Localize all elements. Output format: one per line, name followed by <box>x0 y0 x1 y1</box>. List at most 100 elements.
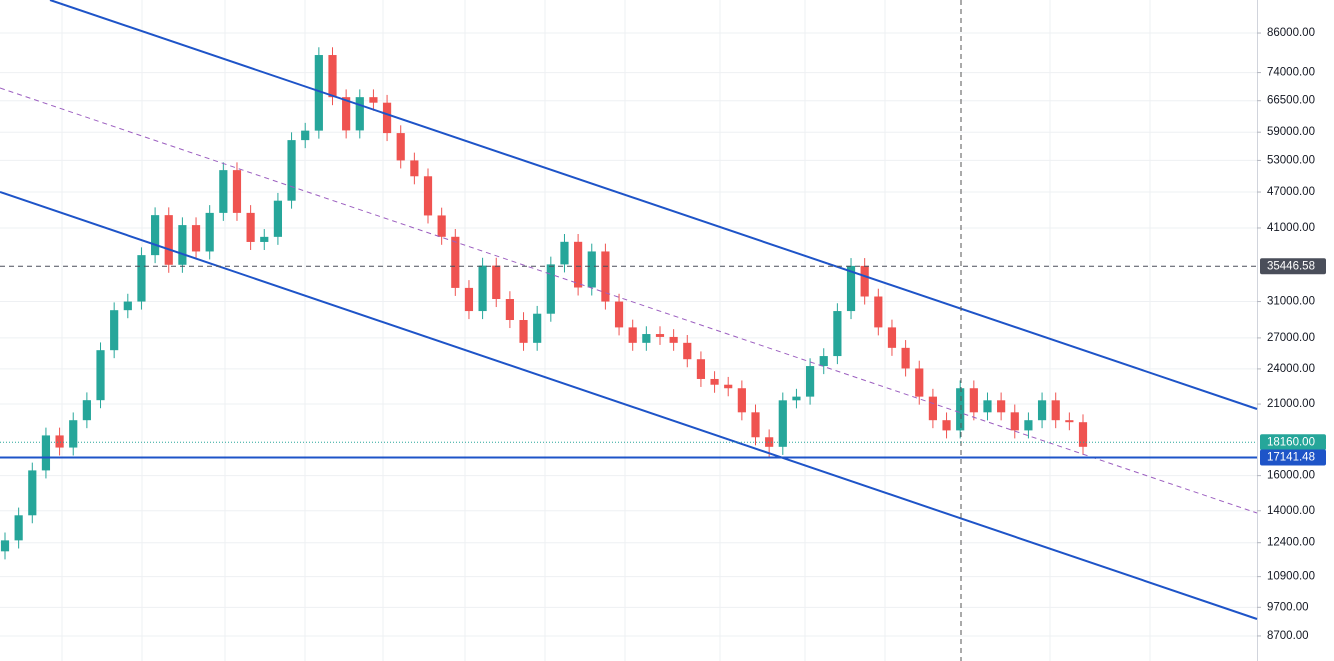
candle-body <box>301 130 310 141</box>
candle-body <box>628 327 637 343</box>
trend-line <box>49 0 1258 410</box>
candle-body <box>55 435 64 448</box>
candle-body <box>246 212 255 242</box>
candle-body <box>833 311 842 357</box>
y-tick-label: 21000.00 <box>1267 398 1315 410</box>
candle-body <box>28 470 37 516</box>
candle-body <box>0 540 10 552</box>
y-tick-label: 14000.00 <box>1267 505 1315 517</box>
candle-body <box>96 350 105 401</box>
candle-body <box>69 420 78 448</box>
y-tick-label: 16000.00 <box>1267 470 1315 482</box>
candle-body <box>737 388 746 413</box>
candle-body <box>874 296 883 328</box>
candle-body <box>137 255 146 302</box>
candle-body <box>765 437 774 447</box>
candle-body <box>1010 412 1019 431</box>
candle-body <box>614 301 624 328</box>
candle-body <box>846 265 856 312</box>
y-tick-label: 24000.00 <box>1267 363 1315 375</box>
candle-body <box>928 396 937 421</box>
candle-body <box>860 265 869 297</box>
candle-body <box>410 160 419 177</box>
candle-body <box>328 55 337 98</box>
candle-body <box>396 133 405 161</box>
candle-body <box>601 251 610 302</box>
y-tick-label: 59000.00 <box>1267 126 1315 138</box>
y-tick-label: 10900.00 <box>1267 571 1315 583</box>
candle-body <box>655 334 665 337</box>
candle-body <box>819 356 828 367</box>
candle-body <box>533 313 542 343</box>
candle-body <box>478 265 487 312</box>
candle-body <box>560 241 569 265</box>
candle-body <box>492 265 501 300</box>
candle-body <box>205 212 214 252</box>
candle-body <box>191 225 201 252</box>
candle-body <box>969 388 978 413</box>
candle-body <box>369 97 378 103</box>
candle-body <box>164 215 173 265</box>
mid-line <box>0 87 1258 514</box>
candle-body <box>574 241 583 288</box>
candle-body <box>314 55 323 131</box>
candle-body <box>423 176 433 216</box>
candle-body <box>792 396 801 401</box>
candle-body <box>505 299 514 321</box>
candle-body <box>1065 420 1074 423</box>
y-tick-label: 27000.00 <box>1267 332 1315 344</box>
candle-body <box>1024 420 1033 431</box>
candle-body <box>1078 422 1088 447</box>
candle-body <box>232 170 242 213</box>
price-lines <box>0 265 1257 459</box>
candle-body <box>382 102 392 134</box>
candle-body <box>642 334 651 343</box>
candle-body <box>696 359 706 379</box>
y-tick-label: 9700.00 <box>1267 601 1309 613</box>
candle-body <box>956 388 965 431</box>
y-tick-label: 47000.00 <box>1267 186 1315 198</box>
candle-body <box>41 435 51 471</box>
candle-body <box>778 400 787 447</box>
grid <box>0 0 1257 661</box>
candle-body <box>110 310 119 351</box>
candle-body <box>983 400 992 413</box>
candle-body <box>669 336 678 343</box>
candle-body <box>942 420 951 431</box>
candle-body <box>342 97 351 131</box>
candle-body <box>724 384 733 389</box>
candle-body <box>273 200 283 237</box>
price-label-box <box>1260 449 1326 466</box>
candle-body <box>151 215 160 256</box>
candle-body <box>178 225 187 265</box>
candle-body <box>260 236 269 242</box>
candle-body <box>901 347 910 369</box>
candle-body <box>915 368 924 397</box>
price-label: 35446.58 <box>1267 260 1315 272</box>
candle-body <box>546 264 555 314</box>
candle-body <box>519 320 528 343</box>
candle-body <box>219 170 228 213</box>
candle-body <box>464 287 474 312</box>
y-tick-label: 12400.00 <box>1267 537 1315 549</box>
price-label-box <box>1260 434 1326 451</box>
price-label: 18160.00 <box>1267 436 1315 448</box>
candle-body <box>887 327 897 348</box>
candle-body <box>997 400 1006 413</box>
candle-body <box>451 236 460 288</box>
price-axis: 86000.00 74000.00 66500.00 59000.00 53000.00… <box>1257 27 1326 642</box>
candle-body <box>355 97 364 131</box>
candle-body <box>14 515 23 541</box>
candles <box>0 47 1088 560</box>
candle-body <box>683 342 692 360</box>
candle-body <box>587 251 596 288</box>
y-tick-label: 8700.00 <box>1267 630 1309 642</box>
candle-body <box>82 400 91 421</box>
candle-body <box>805 366 815 397</box>
candle-body <box>123 301 132 311</box>
trend-line <box>0 191 1258 620</box>
y-tick-label: 74000.00 <box>1267 67 1315 79</box>
candle-body <box>1051 400 1060 421</box>
